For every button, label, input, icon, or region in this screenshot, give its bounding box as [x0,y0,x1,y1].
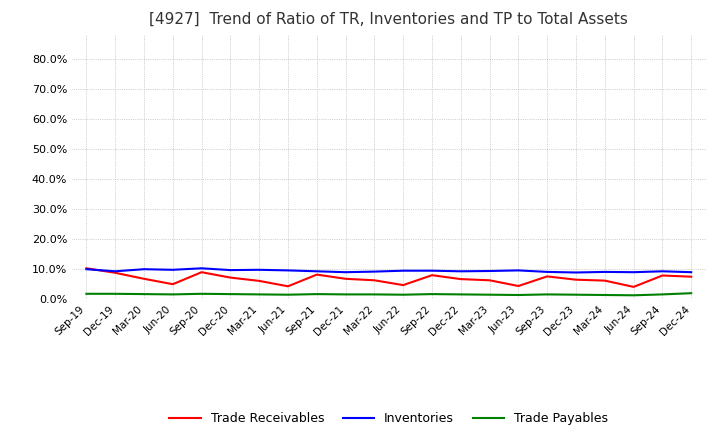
Trade Receivables [428,272,436,278]
Legend: Trade Receivables, Inventories, Trade Payables: Trade Receivables, Inventories, Trade Pa… [164,407,613,430]
Title: [4927]  Trend of Ratio of TR, Inventories and TP to Total Assets: [4927] Trend of Ratio of TR, Inventories… [149,12,629,27]
Trade Payables [111,291,120,297]
Inventories [341,270,350,275]
Inventories [255,267,264,272]
Inventories [226,268,235,273]
Trade Payables [428,291,436,297]
Trade Receivables [284,284,292,289]
Trade Receivables [370,278,379,283]
Trade Receivables [399,282,408,288]
Line: Inventories: Inventories [86,268,691,272]
Trade Receivables [485,278,494,283]
Trade Payables [197,291,206,297]
Inventories [600,269,609,275]
Inventories [572,270,580,275]
Trade Payables [312,291,321,297]
Trade Payables [543,292,552,297]
Line: Trade Receivables: Trade Receivables [86,268,691,287]
Inventories [514,268,523,273]
Trade Payables [629,293,638,298]
Trade Payables [341,292,350,297]
Trade Receivables [168,282,177,287]
Trade Payables [284,292,292,297]
Inventories [485,268,494,274]
Trade Payables [485,292,494,297]
Inventories [687,270,696,275]
Trade Payables [514,292,523,297]
Inventories [370,269,379,274]
Inventories [658,269,667,274]
Trade Payables [168,292,177,297]
Inventories [629,270,638,275]
Trade Payables [82,291,91,297]
Trade Receivables [255,278,264,283]
Trade Payables [370,292,379,297]
Trade Payables [456,292,465,297]
Trade Receivables [226,275,235,280]
Trade Payables [255,292,264,297]
Trade Receivables [456,276,465,282]
Trade Payables [140,291,148,297]
Trade Receivables [600,278,609,283]
Trade Receivables [572,277,580,282]
Inventories [456,269,465,274]
Line: Trade Payables: Trade Payables [86,293,691,295]
Trade Receivables [312,272,321,277]
Trade Receivables [658,273,667,278]
Inventories [399,268,408,273]
Trade Payables [687,290,696,296]
Trade Receivables [111,270,120,275]
Inventories [168,267,177,272]
Trade Payables [658,292,667,297]
Trade Receivables [341,276,350,282]
Trade Payables [226,291,235,297]
Trade Receivables [543,274,552,279]
Trade Payables [399,292,408,297]
Inventories [428,268,436,273]
Inventories [543,269,552,275]
Trade Receivables [140,276,148,282]
Inventories [312,269,321,274]
Trade Receivables [514,283,523,289]
Inventories [140,267,148,272]
Inventories [82,267,91,272]
Trade Receivables [629,284,638,290]
Trade Receivables [197,270,206,275]
Trade Payables [572,292,580,297]
Inventories [284,268,292,273]
Trade Receivables [687,274,696,279]
Trade Receivables [82,266,91,271]
Inventories [197,266,206,271]
Trade Payables [600,292,609,297]
Inventories [111,269,120,274]
